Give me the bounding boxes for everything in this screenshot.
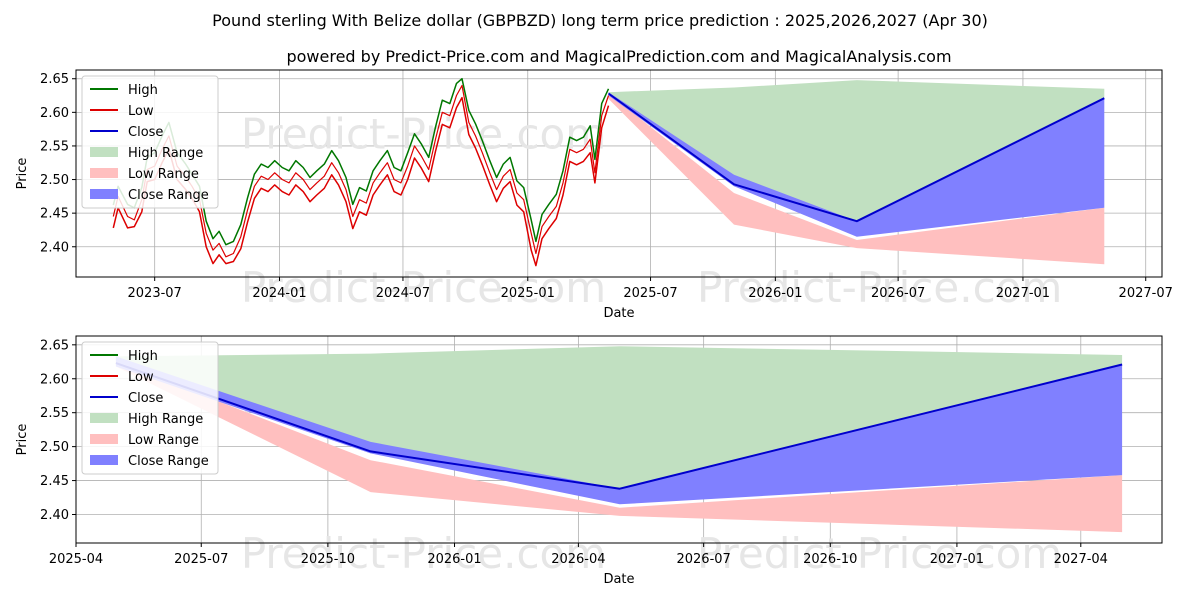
low-range-band [608,93,1105,265]
x-tick-label: 2027-04 [1054,552,1108,567]
low-series-line [112,96,610,267]
plot-area [112,77,1105,267]
watermark-text: Predict-Price.com [241,263,606,312]
plot-area [115,346,1123,533]
x-tick-label: 2025-04 [49,552,103,567]
x-tick-label: 2026-01 [748,286,802,301]
low-range-band [115,361,1123,533]
watermark-text: Predict-Price.com [241,529,606,578]
y-tick-label: 2.65 [40,72,69,87]
legend-label: High Range [128,412,203,427]
x-tick-label: 2025-07 [174,552,228,567]
x-tick-label: 2027-07 [1119,286,1173,301]
x-tick-label: 2026-07 [871,286,925,301]
y-tick-label: 2.60 [40,372,69,387]
legend-label: Close [128,391,163,406]
x-tick-label: 2025-07 [623,286,677,301]
y-tick-label: 2.50 [40,440,69,455]
top-price-chart: Predict-Price.com Predict-Price.com Predic… [15,69,1173,321]
legend-label: Close Range [128,454,209,469]
legend-label: Close Range [128,188,209,203]
x-tick-label: 2023-07 [128,286,182,301]
close-forecast-line [607,92,1105,223]
y-axis-label: Price [15,424,30,456]
x-tick-label: 2026-01 [427,552,481,567]
close-range-band [115,356,1123,505]
y-tick-label: 2.55 [40,406,69,421]
axes-frame [75,69,1163,278]
high-range-band [608,80,1105,222]
legend-label: Low [128,104,154,119]
y-tick-label: 2.50 [40,173,69,188]
close-range-band [608,92,1105,237]
legend-label: High [128,83,158,98]
x-tick-label: 2025-01 [501,286,555,301]
legend-patch-swatch [90,147,118,157]
y-tick-label: 2.55 [40,139,69,154]
legend-label: High Range [128,146,203,161]
y-tick-label: 2.45 [40,474,69,489]
watermark-text: Predict-Price.com [697,529,1062,578]
y-tick-label: 2.40 [40,508,69,523]
chart-subtitle: powered by Predict-Price.com and Magical… [286,47,951,66]
bottom-forecast-chart: Predict-Price.comPredict-Price.comPredic… [15,335,1163,587]
x-tick-label: 2026-10 [803,552,857,567]
y-tick-label: 2.40 [40,240,69,255]
legend-label: Low Range [128,433,199,448]
y-tick-label: 2.65 [40,338,69,353]
x-tick-label: 2024-07 [376,286,430,301]
x-tick-label: 2027-01 [996,286,1050,301]
high-range-band [115,346,1123,489]
x-tick-label: 2026-07 [676,552,730,567]
y-axis-label: Price [15,158,30,190]
y-tick-label: 2.45 [40,207,69,222]
legend-label: Close [128,125,163,140]
legend-label: High [128,349,158,364]
watermark-text: Predict-Price.com [697,263,1062,312]
legend-patch-swatch [90,189,118,199]
legend-label: Low Range [128,167,199,182]
legend-patch-swatch [90,434,118,444]
x-tick-label: 2027-01 [930,552,984,567]
legend: High Low Close High Range Low Range Close Ran… [81,75,219,209]
x-tick-label: 2026-04 [551,552,605,567]
x-tick-label: 2024-01 [252,286,306,301]
legend-label: Low [128,370,154,385]
legend-patch-swatch [90,413,118,423]
legend: High Low Close High Range Low Range Close Ran… [81,341,219,475]
watermark-text: Predict-Price.com [241,110,606,159]
close-forecast-line [115,362,1123,490]
legend-patch-swatch [90,168,118,178]
y-tick-label: 2.60 [40,106,69,121]
x-axis-label: Date [603,572,634,587]
chart-title: Pound sterling With Belize dollar (GBPBZ… [212,11,988,30]
legend-patch-swatch [90,455,118,465]
x-tick-label: 2025-10 [301,552,355,567]
x-axis-label: Date [603,306,634,321]
axes-frame [75,335,1163,544]
